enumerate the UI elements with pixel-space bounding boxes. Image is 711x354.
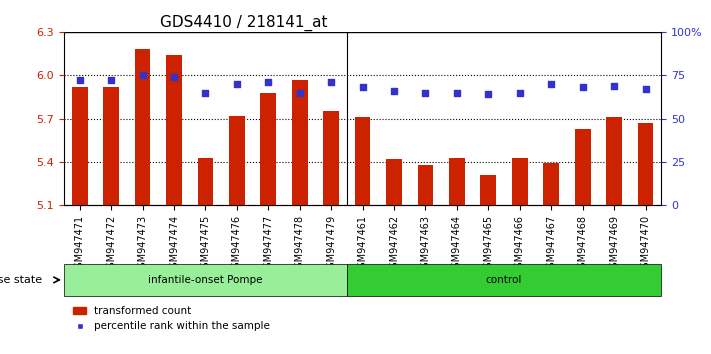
- Point: [514, 90, 525, 96]
- Text: GDS4410 / 218141_at: GDS4410 / 218141_at: [159, 14, 327, 30]
- Text: disease state: disease state: [0, 275, 42, 285]
- Point: [137, 73, 149, 78]
- Bar: [324, 112, 339, 205]
- Bar: [606, 117, 622, 205]
- Point: [609, 83, 620, 88]
- Bar: [292, 80, 308, 205]
- Point: [419, 90, 431, 96]
- Bar: [229, 116, 245, 205]
- Point: [169, 74, 180, 80]
- Text: infantile-onset Pompe: infantile-onset Pompe: [148, 275, 262, 285]
- Bar: [481, 175, 496, 205]
- Bar: [512, 158, 528, 205]
- Point: [640, 86, 651, 92]
- Bar: [260, 93, 276, 205]
- Point: [105, 78, 117, 83]
- Bar: [417, 165, 433, 205]
- Legend: transformed count, percentile rank within the sample: transformed count, percentile rank withi…: [69, 302, 274, 335]
- Bar: [638, 123, 653, 205]
- FancyBboxPatch shape: [64, 264, 347, 296]
- Bar: [72, 87, 87, 205]
- Bar: [198, 158, 213, 205]
- Point: [483, 91, 494, 97]
- Bar: [386, 159, 402, 205]
- Bar: [574, 129, 591, 205]
- Bar: [103, 87, 119, 205]
- Bar: [355, 117, 370, 205]
- Point: [388, 88, 400, 94]
- Point: [74, 78, 85, 83]
- FancyBboxPatch shape: [347, 264, 661, 296]
- Bar: [134, 49, 151, 205]
- Point: [294, 90, 306, 96]
- Point: [231, 81, 242, 87]
- Point: [577, 85, 588, 90]
- Point: [545, 81, 557, 87]
- Bar: [166, 55, 182, 205]
- Text: control: control: [486, 275, 523, 285]
- Bar: [449, 158, 465, 205]
- Bar: [543, 164, 559, 205]
- Point: [326, 79, 337, 85]
- Point: [451, 90, 463, 96]
- Point: [200, 90, 211, 96]
- Point: [357, 85, 368, 90]
- Point: [262, 79, 274, 85]
